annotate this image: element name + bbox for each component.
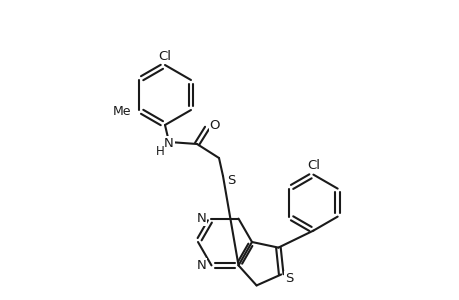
Text: Cl: Cl <box>158 50 171 62</box>
Text: Me: Me <box>112 104 131 118</box>
Text: O: O <box>209 118 220 131</box>
Text: S: S <box>285 272 293 285</box>
Text: Cl: Cl <box>306 159 319 172</box>
Text: H: H <box>155 145 164 158</box>
Text: N: N <box>196 259 206 272</box>
Text: N: N <box>164 136 174 149</box>
Text: N: N <box>196 212 206 225</box>
Text: S: S <box>226 173 235 187</box>
